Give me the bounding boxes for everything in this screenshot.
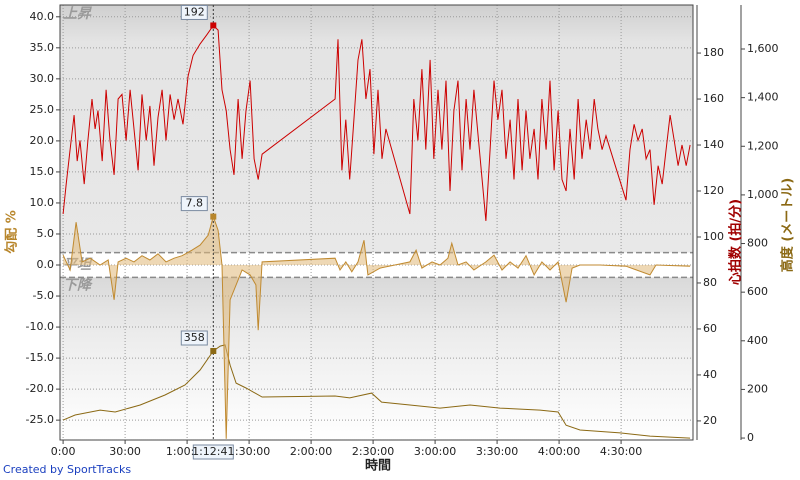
point-marker bbox=[210, 213, 217, 220]
annotation-label: 7.8 bbox=[186, 197, 204, 210]
annotation-label: 358 bbox=[184, 331, 205, 344]
x-axis-label: 時間 bbox=[365, 458, 391, 474]
axes: 40.0 35.0 30.0 25.0 20.0 15.0 10.0 5.0 0.0 -5.0 -1… bbox=[26, 4, 779, 458]
y-tick-label: 30.0 bbox=[30, 72, 55, 85]
x-tick-label: 0:00 bbox=[51, 445, 76, 458]
y3ticks-label: 1,000 bbox=[747, 188, 779, 201]
label-box bbox=[180, 4, 208, 20]
point-marker bbox=[210, 348, 217, 355]
x-tick-label: 30:00 bbox=[109, 445, 141, 458]
y2ticks-label: 140 bbox=[703, 138, 724, 151]
y3ticks-label: 0 bbox=[747, 431, 754, 444]
y-tick-label: -20.0 bbox=[26, 382, 54, 395]
y2-axis-label: 心拍数 (拍/分) bbox=[728, 199, 744, 285]
band-label: 下降 bbox=[63, 276, 93, 293]
footer: Created by SportTracks bbox=[3, 463, 131, 476]
x-tick-label: 3:00:00 bbox=[414, 445, 456, 458]
y-tick-label: -5.0 bbox=[33, 289, 54, 302]
y-tick-label: 15.0 bbox=[30, 165, 55, 178]
label-box bbox=[180, 330, 208, 346]
annotation-label: 1:12:41 bbox=[192, 445, 234, 458]
x-tick-label: 4:00:00 bbox=[538, 445, 580, 458]
y-tick-label: 0.0 bbox=[37, 258, 55, 271]
y-tick-label: -10.0 bbox=[26, 320, 54, 333]
y2ticks-label: 60 bbox=[703, 322, 717, 335]
grid bbox=[60, 5, 693, 440]
y3ticks-label: 1,600 bbox=[747, 42, 779, 55]
x-tick-label: 4:30:00 bbox=[600, 445, 642, 458]
annotation-label: 192 bbox=[184, 5, 205, 18]
y3ticks-label: 1,400 bbox=[747, 91, 779, 104]
series-line bbox=[62, 344, 691, 439]
y2ticks-label: 100 bbox=[703, 230, 724, 243]
label-box bbox=[180, 196, 208, 212]
y3-axis-label: 高度 (メートル) bbox=[780, 178, 796, 272]
point-marker bbox=[210, 22, 217, 29]
y-axis-label: 勾配 % bbox=[4, 210, 20, 254]
band-label: 上昇 bbox=[63, 6, 92, 22]
series-line bbox=[62, 214, 691, 439]
plot-frame bbox=[59, 4, 694, 441]
y-tick-label: -25.0 bbox=[26, 413, 54, 426]
x-tick-label: 2:30:00 bbox=[352, 445, 394, 458]
x-tick-label: 3:30:00 bbox=[476, 445, 518, 458]
y2ticks-label: 120 bbox=[703, 184, 724, 197]
y-tick-label: -15.0 bbox=[26, 351, 54, 364]
y2ticks-label: 180 bbox=[703, 46, 724, 59]
y-tick-label: 5.0 bbox=[37, 227, 55, 240]
plot-area bbox=[62, 5, 691, 440]
x-tick-label: 2:00:00 bbox=[290, 445, 332, 458]
y-tick-label: 10.0 bbox=[30, 196, 55, 209]
label-box bbox=[192, 444, 234, 460]
y-tick-label: 35.0 bbox=[30, 41, 55, 54]
y3ticks-label: 800 bbox=[747, 237, 768, 250]
y2ticks-label: 20 bbox=[703, 414, 717, 427]
y2ticks-label: 40 bbox=[703, 368, 717, 381]
y3ticks-label: 1,200 bbox=[747, 139, 779, 152]
x-tick-label: 1:30:00 bbox=[228, 445, 270, 458]
y3ticks-label: 600 bbox=[747, 285, 768, 298]
down-band bbox=[60, 277, 693, 440]
series-line bbox=[62, 24, 691, 221]
y2ticks-label: 160 bbox=[703, 92, 724, 105]
y-tick-label: 20.0 bbox=[30, 134, 55, 147]
y-tick-label: 25.0 bbox=[30, 103, 55, 116]
background: 上昇平坦下降 bbox=[60, 5, 693, 440]
y2ticks-label: 80 bbox=[703, 276, 717, 289]
y3ticks-label: 200 bbox=[747, 382, 768, 395]
y3ticks-label: 400 bbox=[747, 334, 768, 347]
y-tick-label: 40.0 bbox=[30, 10, 55, 23]
